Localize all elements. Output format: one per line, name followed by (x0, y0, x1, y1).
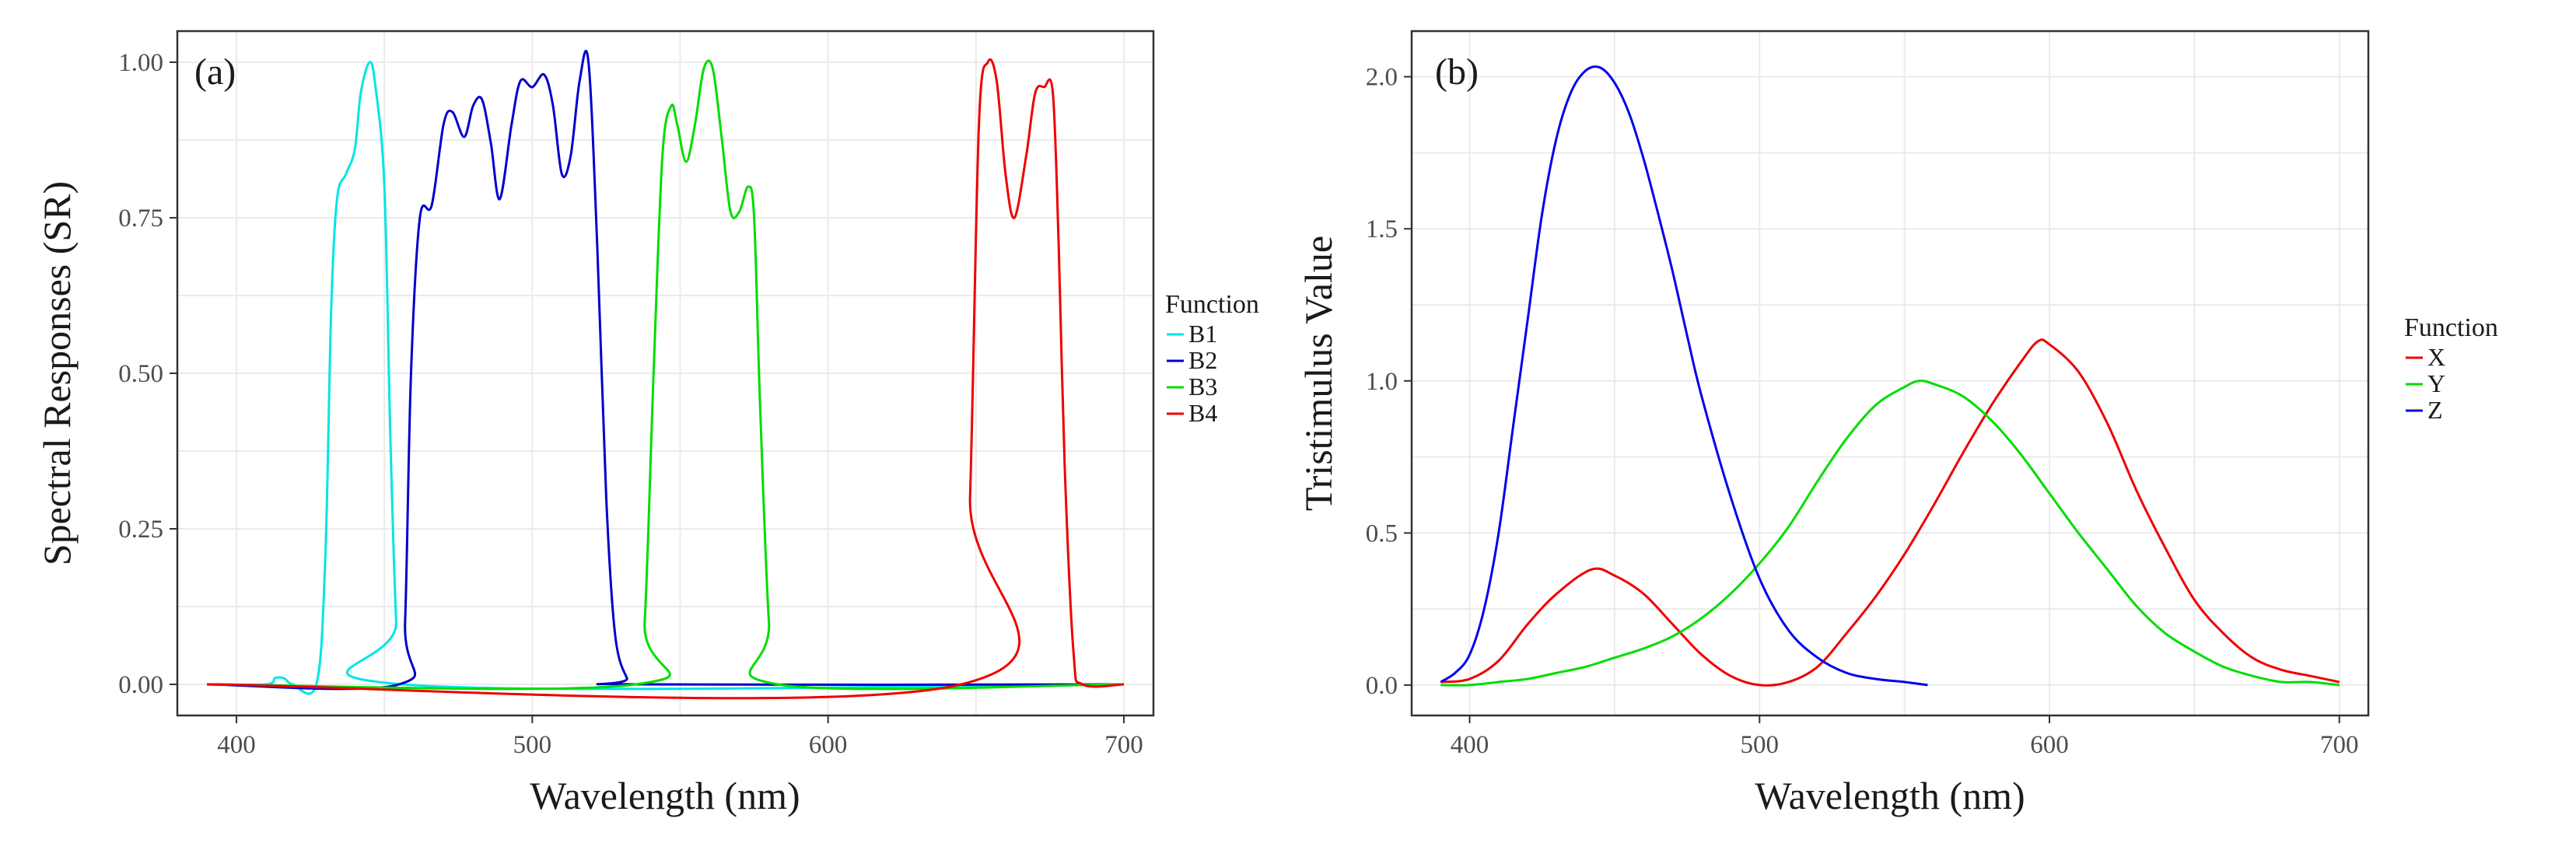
y-tick-label: 0.0 (1366, 672, 1398, 700)
y-tick-label: 2.0 (1366, 64, 1398, 92)
y-tick-label: 0.5 (1366, 519, 1398, 547)
y-tick-label: 0.00 (118, 671, 163, 699)
y-tick-label: 1.00 (118, 49, 163, 77)
legend-label-b4: B4 (1188, 399, 1217, 427)
panel-b-gridlines (1412, 31, 2368, 715)
legend-label-y: Y (2427, 369, 2445, 397)
y-tick-label: 1.5 (1366, 215, 1398, 243)
panel-a-series (207, 50, 1125, 700)
x-tick-label: 400 (1451, 731, 1489, 759)
series-line-z (1440, 65, 1928, 687)
panel-b-legend-title: Function (2404, 313, 2498, 342)
x-tick-label: 600 (2030, 731, 2069, 759)
panel-b-frame (1410, 30, 2370, 717)
panel-a-legend-title: Function (1165, 290, 1259, 319)
panel-a-y-axis-title: Spectral Responses (SR) (35, 181, 79, 565)
legend-label-b1: B1 (1188, 320, 1217, 348)
y-tick-label: 0.25 (118, 516, 163, 544)
panel-a-x-axis-title: Wavelength (nm) (530, 774, 800, 817)
panel-b-label: (b) (1435, 51, 1479, 93)
panel-a-label: (a) (194, 51, 236, 93)
y-tick-label: 1.0 (1366, 368, 1398, 396)
panel-b-series (1440, 65, 2340, 687)
series-line-b3 (207, 59, 1124, 691)
legend-label-z: Z (2427, 396, 2443, 424)
x-tick-label: 400 (217, 731, 256, 759)
panel-a-ticks: 400 500 600 700 0.00 0.25 0.50 0.75 1.00 (118, 49, 1143, 759)
series-line-y (1440, 380, 2340, 687)
series-line-x (1440, 338, 2340, 687)
panel-b: 400 500 600 700 0.0 0.5 1.0 1.5 2.0 (b) Waveleng… (1297, 30, 2498, 817)
panel-b-ticks: 400 500 600 700 0.0 0.5 1.0 1.5 2.0 (1366, 64, 2359, 759)
series-line-b1 (207, 61, 1124, 695)
y-tick-label: 0.50 (118, 360, 163, 388)
panel-a-gridlines (177, 31, 1153, 715)
panel-b-legend: Function XYZ (2404, 313, 2498, 424)
series-line-b2 (207, 50, 1124, 691)
panel-b-y-axis-title: Tristimulus Value (1297, 236, 1340, 511)
legend-label-b3: B3 (1188, 373, 1217, 401)
x-tick-label: 700 (2320, 731, 2359, 759)
x-tick-label: 700 (1104, 731, 1143, 759)
panel-b-x-axis-title: Wavelength (nm) (1755, 774, 2025, 817)
series-line-b4 (207, 58, 1125, 700)
x-tick-label: 500 (1741, 731, 1780, 759)
x-tick-label: 500 (513, 731, 552, 759)
panel-a: 400 500 600 700 0.00 0.25 0.50 0.75 1.00 (a) Wav… (35, 30, 1259, 817)
y-tick-label: 0.75 (118, 205, 163, 233)
x-tick-label: 600 (809, 731, 848, 759)
legend-label-x: X (2427, 343, 2445, 371)
legend-label-b2: B2 (1188, 346, 1217, 374)
